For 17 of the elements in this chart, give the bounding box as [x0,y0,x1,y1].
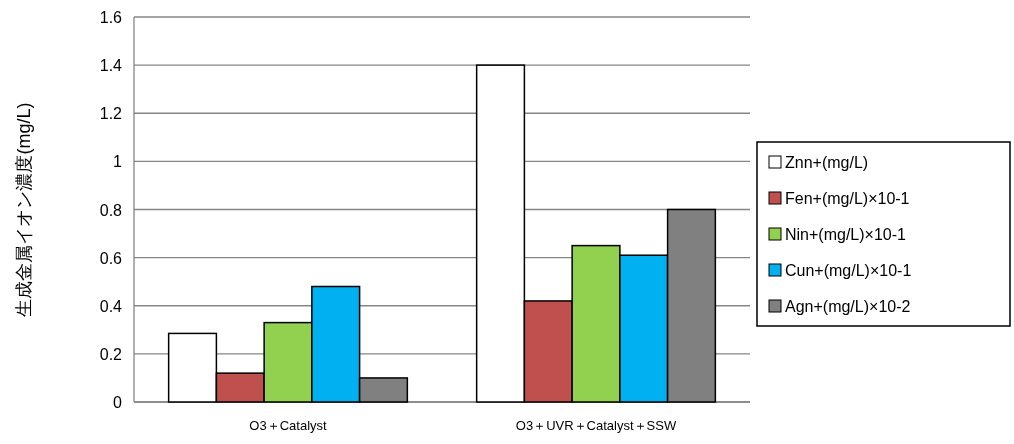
y-tick-label: 1.4 [99,57,123,75]
legend-label: Cun+(mg/L)×10-1 [785,262,912,279]
legend-label: Fen+(mg/L)×10-1 [785,190,910,207]
y-tick-label: 0.8 [99,201,123,219]
y-tick-label: 0 [113,394,123,411]
y-tick-label: 1 [113,153,123,171]
y-tick-label: 1.6 [99,9,123,26]
legend-label: Nin+(mg/L)×10-1 [785,226,907,243]
x-tick-label: O3＋Catalyst [249,418,328,433]
legend-label: Znn+(mg/L) [785,154,869,171]
y-axis-title: 生成金属イオン濃度(mg/L) [14,102,34,317]
y-tick-label: 1.2 [99,105,123,123]
legend-label: Agn+(mg/L)×10-2 [785,298,911,315]
x-tick-label: O3＋UVR＋Catalyst＋SSW [515,418,677,433]
y-tick-label: 0.2 [99,345,123,363]
y-tick-label: 0.4 [99,297,123,315]
y-tick-label: 0.6 [99,249,123,267]
